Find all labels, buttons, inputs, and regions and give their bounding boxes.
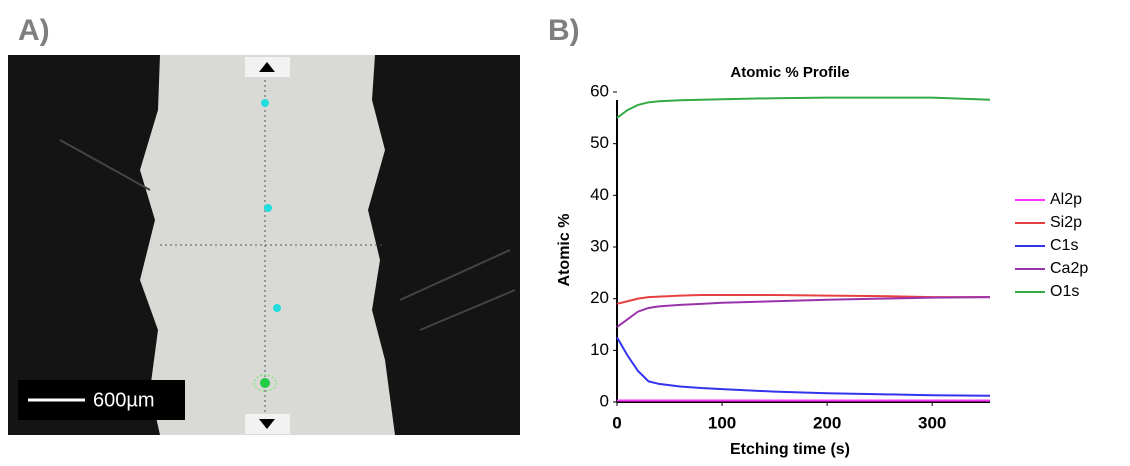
legend-label: C1s <box>1050 237 1078 254</box>
legend-label: Al2p <box>1050 191 1082 208</box>
series-line <box>616 294 990 305</box>
y-tick-label: 20 <box>590 288 609 307</box>
chart-title: Atomic % Profile <box>730 64 849 81</box>
y-tick-label: 60 <box>590 81 609 100</box>
y-tick-label: 10 <box>590 340 609 359</box>
y-tick-label: 0 <box>600 391 609 410</box>
x-tick-label: 100 <box>708 413 736 432</box>
y-tick-label: 50 <box>590 133 609 152</box>
x-tick-label: 0 <box>612 413 621 432</box>
x-tick-label: 200 <box>813 413 841 432</box>
series-line <box>616 296 991 328</box>
legend-label: Ca2p <box>1050 260 1088 277</box>
series-line <box>616 96 991 119</box>
x-axis-label: Etching time (s) <box>730 441 850 458</box>
panel-label: A) <box>18 14 50 47</box>
legend-label: Si2p <box>1050 214 1082 231</box>
series-line <box>616 336 991 397</box>
y-tick-label: 40 <box>590 185 609 204</box>
legend-label: O1s <box>1050 283 1079 300</box>
scale-bar-label: 600µm <box>93 389 155 411</box>
y-tick-label: 30 <box>590 236 609 255</box>
x-tick-label: 300 <box>918 413 946 432</box>
microscope-image: 600µm <box>8 55 520 435</box>
panel-label: B) <box>548 14 580 47</box>
y-axis-label: Atomic % <box>556 214 573 287</box>
